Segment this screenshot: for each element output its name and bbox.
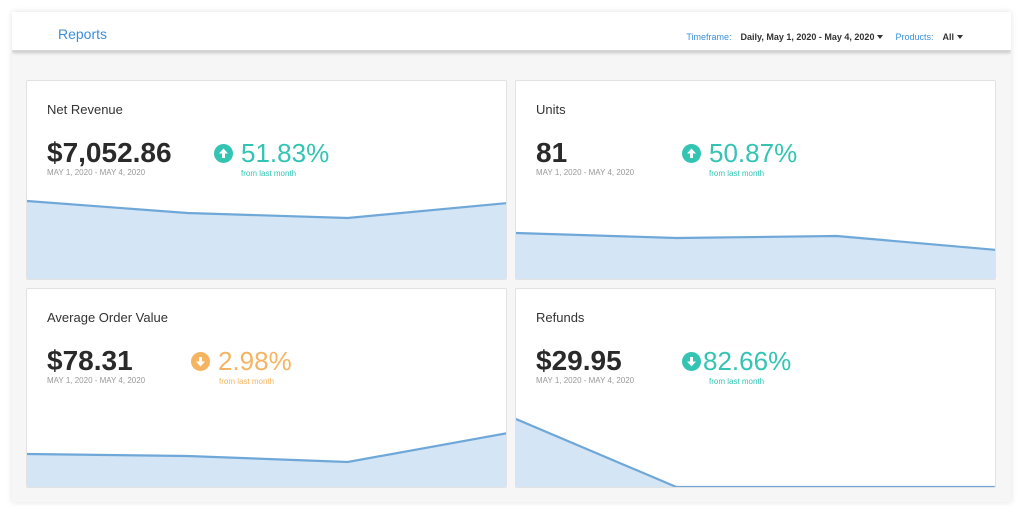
- card-title: Average Order Value: [47, 310, 168, 325]
- sparkline-chart: [516, 231, 995, 279]
- metric-value: $7,052.86: [47, 137, 172, 168]
- card-title: Net Revenue: [47, 102, 123, 117]
- arrow-down-icon: [191, 351, 210, 371]
- change-label: from last month: [241, 169, 297, 178]
- change-label: from last month: [709, 377, 765, 386]
- card-title: Refunds: [536, 310, 585, 325]
- timeframe-label: Timeframe:: [686, 32, 732, 42]
- metric-value: $29.95: [536, 345, 622, 376]
- change-indicator: 82.66%: [682, 348, 791, 374]
- sparkline-line: [27, 432, 506, 464]
- date-range: MAY 1, 2020 - MAY 4, 2020: [47, 168, 146, 177]
- products-label: Products:: [895, 32, 934, 42]
- metric-value: 81: [536, 137, 568, 168]
- date-range: MAY 1, 2020 - MAY 4, 2020: [47, 376, 146, 385]
- top-bar: Reports Timeframe: Daily, May 1, 2020 - …: [12, 12, 1011, 51]
- change-percent: 51.83%: [241, 138, 330, 168]
- card-units: Units 81 MAY 1, 2020 - MAY 4, 2020 50.87…: [515, 80, 996, 280]
- products-value: All: [942, 32, 954, 42]
- sparkline-area: [516, 233, 995, 279]
- sparkline-line: [516, 231, 995, 251]
- arrow-down-icon: [682, 351, 701, 371]
- sparkline-line: [27, 199, 506, 220]
- filters-bar: Timeframe: Daily, May 1, 2020 - May 4, 2…: [686, 32, 963, 42]
- timeframe-value: Daily, May 1, 2020 - May 4, 2020: [740, 32, 875, 42]
- metric-value: $78.31: [47, 345, 133, 376]
- sparkline-line: [516, 417, 995, 487]
- sparkline-area: [27, 201, 506, 279]
- sparkline-chart: [27, 199, 506, 279]
- change-indicator: 51.83%: [214, 140, 329, 166]
- sparkline-area: [27, 433, 506, 487]
- card-average-order-value: Average Order Value $78.31 MAY 1, 2020 -…: [26, 288, 507, 488]
- change-percent: 50.87%: [709, 138, 798, 168]
- sparkline-area: [516, 419, 995, 487]
- card-refunds: Refunds $29.95 MAY 1, 2020 - MAY 4, 2020…: [515, 288, 996, 488]
- change-indicator: 2.98%: [191, 348, 292, 374]
- card-title: Units: [536, 102, 566, 117]
- change-label: from last month: [709, 169, 765, 178]
- change-label: from last month: [219, 377, 275, 386]
- reports-panel: Reports Timeframe: Daily, May 1, 2020 - …: [12, 12, 1011, 502]
- caret-down-icon: [957, 35, 963, 39]
- date-range: MAY 1, 2020 - MAY 4, 2020: [536, 168, 635, 177]
- change-percent: 82.66%: [703, 346, 792, 376]
- caret-down-icon: [877, 35, 884, 39]
- change-percent: 2.98%: [218, 346, 292, 376]
- arrow-up-icon: [214, 143, 233, 163]
- page-title: Reports: [58, 26, 108, 42]
- arrow-up-icon: [682, 143, 701, 163]
- change-indicator: 50.87%: [682, 140, 797, 166]
- date-range: MAY 1, 2020 - MAY 4, 2020: [536, 376, 635, 385]
- sparkline-chart: [27, 432, 506, 487]
- sparkline-chart: [516, 417, 995, 487]
- timeframe-dropdown[interactable]: Daily, May 1, 2020 - May 4, 2020: [741, 32, 884, 42]
- products-dropdown[interactable]: All: [942, 32, 963, 42]
- card-net-revenue: Net Revenue $7,052.86 MAY 1, 2020 - MAY …: [26, 80, 507, 280]
